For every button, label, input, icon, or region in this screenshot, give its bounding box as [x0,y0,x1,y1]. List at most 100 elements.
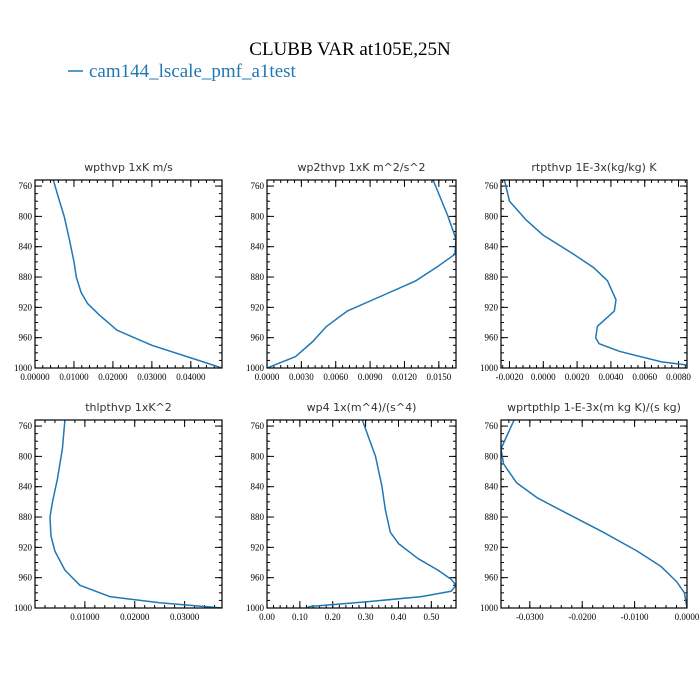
y-tick-label: 920 [485,302,499,312]
x-tick-label: 0.40 [391,612,407,622]
x-tick-label: -0.0020 [496,372,524,382]
y-tick-label: 1000 [246,603,265,613]
y-tick-label: 1000 [14,363,33,373]
x-tick-label: 0.02000 [98,372,128,382]
panel-title: wprtpthlp 1-E-3x(m kg K)/(s kg) [507,401,681,414]
y-tick-label: 760 [251,421,265,431]
x-tick-label: 0.0060 [632,372,657,382]
panel-title: thlpthvp 1xK^2 [85,401,172,414]
figure-title: CLUBB VAR at105E,25N [249,39,451,60]
x-tick-label: -0.0200 [568,612,596,622]
x-tick-label: 0.03000 [170,612,200,622]
y-tick-label: 880 [485,512,499,522]
y-tick-label: 920 [485,542,499,552]
y-tick-label: 760 [251,181,265,191]
y-tick-label: 840 [251,242,265,252]
x-tick-label: 0.10 [292,612,308,622]
y-tick-label: 1000 [480,603,499,613]
y-tick-label: 960 [251,573,265,583]
panel-title: wp2thvp 1xK m^2/s^2 [297,161,425,174]
panel-2: wp2thvp 1xK m^2/s^2 0.0000 0.0030 0.0060 0.0… [246,161,457,382]
y-tick-label: 880 [251,512,265,522]
x-tick-label: 0.0120 [392,372,417,382]
legend-label: cam144_lscale_pmf_a1test [89,61,297,82]
x-tick-label: 0.00 [259,612,275,622]
y-tick-label: 880 [19,512,33,522]
y-tick-label: 840 [19,242,33,252]
x-tick-label: 0.0030 [289,372,314,382]
x-tick-label: 0.00000 [20,372,50,382]
y-tick-label: 920 [19,302,33,312]
panel-5: wp4 1x(m^4)/(s^4) 0.00 0.10 0.20 0.30 0.40 0.5… [246,401,457,622]
x-tick-label: 0.01000 [70,612,100,622]
x-tick-label: 0.0000 [531,372,556,382]
y-tick-label: 760 [485,421,499,431]
y-tick-label: 1000 [480,363,499,373]
y-tick-label: 840 [485,482,499,492]
x-tick-label: 0.01000 [59,372,89,382]
plot-frame [500,419,688,609]
y-tick-label: 960 [251,333,265,343]
y-tick-label: 1000 [14,603,33,613]
x-tick-label: 0.0000 [675,612,700,622]
plot-frame [266,419,457,609]
panel-title: wp4 1x(m^4)/(s^4) [307,401,417,414]
y-tick-label: 760 [19,181,33,191]
x-tick-label: -0.0300 [516,612,544,622]
y-tick-label: 840 [251,482,265,492]
y-tick-label: 960 [485,573,499,583]
x-tick-label: 0.0060 [323,372,348,382]
panels: wpthvp 1xK m/s 0.00000 0.01000 0.02000 0.030… [14,161,700,622]
y-tick-label: 840 [19,482,33,492]
series-line [49,420,222,608]
y-tick-label: 960 [19,333,33,343]
series-line [501,420,687,608]
y-tick-label: 800 [251,451,265,461]
plot-frame [500,179,688,369]
panel-title: wpthvp 1xK m/s [84,161,173,174]
y-tick-label: 920 [251,542,265,552]
plot-frame [266,179,457,369]
y-tick-label: 800 [485,211,499,221]
y-tick-label: 800 [19,211,33,221]
x-tick-label: 0.0080 [666,372,691,382]
y-tick-label: 960 [19,573,33,583]
legend: cam144_lscale_pmf_a1test [68,61,297,82]
x-tick-label: 0.03000 [137,372,167,382]
panel-1: wpthvp 1xK m/s 0.00000 0.01000 0.02000 0.030… [14,161,223,382]
y-tick-label: 840 [485,242,499,252]
x-tick-label: 0.0040 [599,372,624,382]
plot-frame [34,419,223,609]
x-tick-label: -0.0100 [621,612,649,622]
x-tick-label: 0.20 [325,612,341,622]
plot-frame [34,179,223,369]
series-line [267,180,456,368]
series-line [305,420,456,608]
y-tick-label: 1000 [246,363,265,373]
y-tick-label: 760 [485,181,499,191]
series-line [52,180,222,368]
series-line [503,180,687,366]
y-tick-label: 800 [251,211,265,221]
panel-3: rtpthvp 1E-3x(kg/kg) K -0.0020 0.0000 0.002… [480,161,691,382]
x-tick-label: 0.0000 [255,372,280,382]
x-tick-label: 0.0020 [565,372,590,382]
y-tick-label: 920 [19,542,33,552]
y-tick-label: 960 [485,333,499,343]
y-tick-label: 800 [485,451,499,461]
x-tick-label: 0.02000 [120,612,150,622]
y-tick-label: 880 [19,272,33,282]
x-tick-label: 0.0150 [426,372,451,382]
panel-title: rtpthvp 1E-3x(kg/kg) K [531,161,657,174]
y-tick-label: 760 [19,421,33,431]
x-tick-label: 0.0090 [358,372,383,382]
x-tick-label: 0.04000 [176,372,206,382]
x-tick-label: 0.30 [358,612,374,622]
y-tick-label: 800 [19,451,33,461]
x-tick-label: 0.50 [423,612,439,622]
panel-4: thlpthvp 1xK^2 0.01000 0.02000 0.03000 760 80… [14,401,223,622]
y-tick-label: 880 [485,272,499,282]
y-tick-label: 880 [251,272,265,282]
panel-6: wprtpthlp 1-E-3x(m kg K)/(s kg) -0.0300 -0… [480,401,700,622]
